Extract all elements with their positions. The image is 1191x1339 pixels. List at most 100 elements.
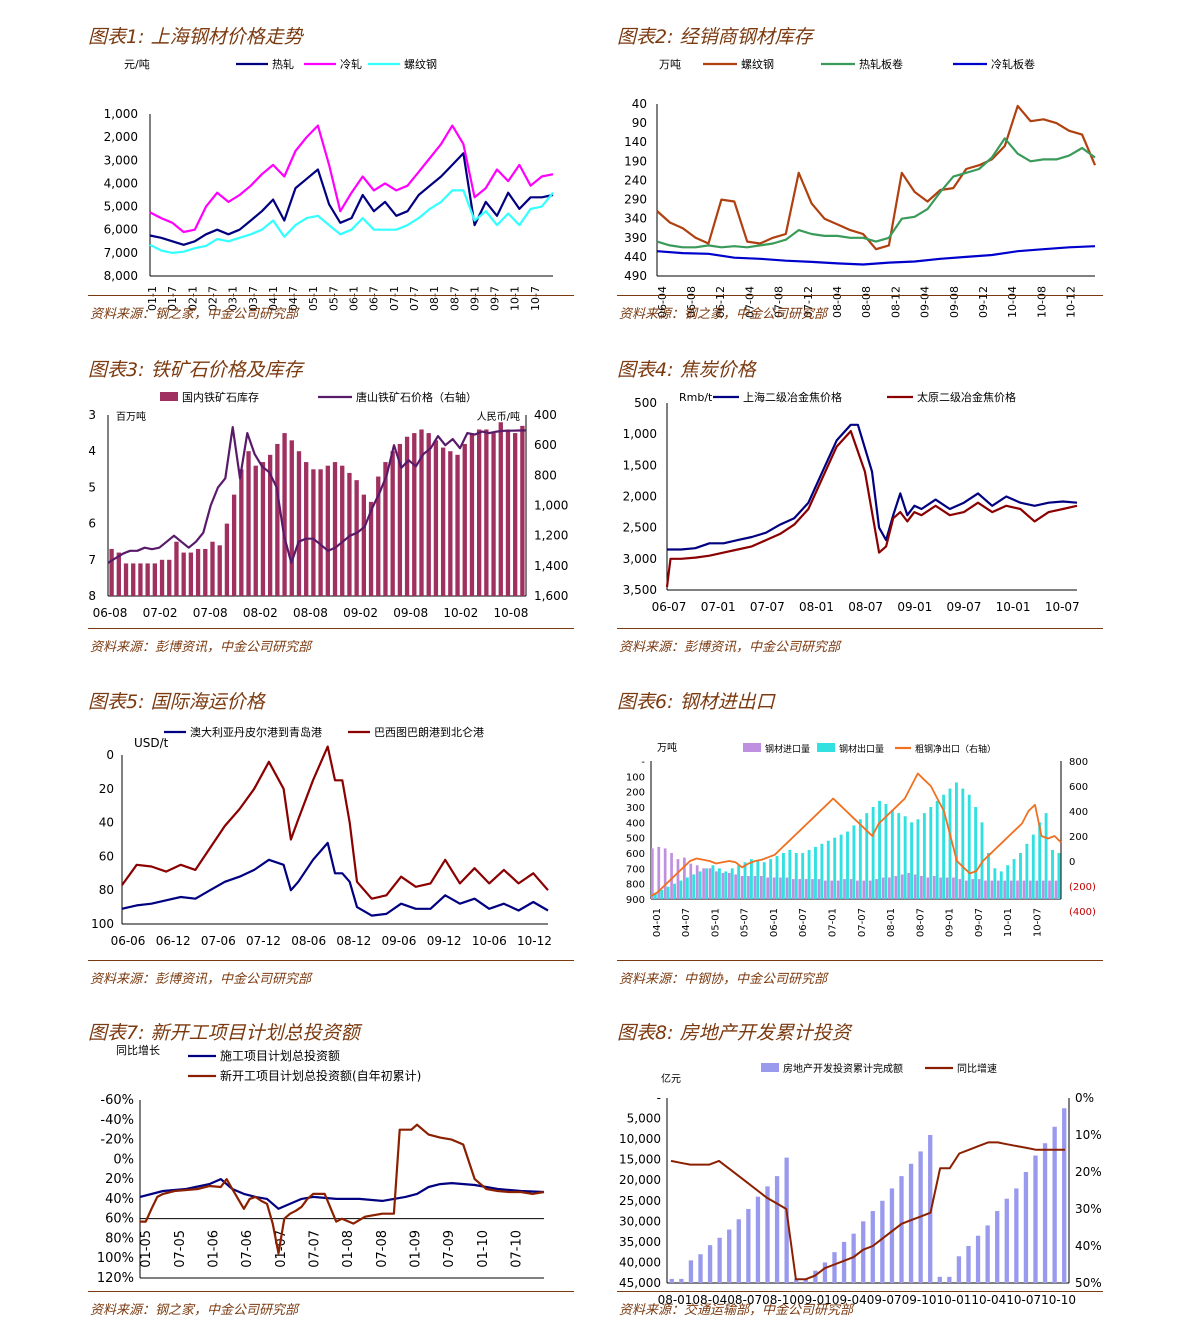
investment-bar (688, 1260, 694, 1283)
legend-label: 唐山铁矿石价格（右轴） (356, 390, 477, 404)
y-tick-label-right: 800 (534, 468, 557, 482)
export-bar (679, 880, 683, 899)
x-tick-label: 09-01 (897, 600, 932, 614)
export-bar (794, 853, 798, 899)
y-tick-label-left: 15,000 (619, 1153, 661, 1167)
series-line (667, 423, 1078, 551)
x-tick-label: 06-01 (769, 908, 780, 937)
y-axis-unit: USD/t (134, 736, 169, 750)
y-tick-label: 6,000 (104, 223, 138, 237)
import-bar (964, 880, 968, 899)
investment-bar (889, 1188, 895, 1283)
chart-source: 资料来源：彭博资讯，中金公司研究部 (619, 640, 841, 655)
x-tick-label: 08-01 (658, 1293, 693, 1307)
export-bar (1057, 853, 1061, 899)
panel-7: 图表7: 新开工项目计划总投资额 同比增长 施工项目计划总投资额 新开工项目计划总投… (88, 1018, 574, 1318)
export-bar (839, 834, 843, 899)
inventory-bar (397, 443, 403, 596)
import-bar (1022, 880, 1026, 899)
investment-bar (755, 1196, 761, 1283)
inventory-bar (145, 563, 150, 596)
panel-rule (88, 960, 574, 961)
x-tick-label: 01-08 (341, 1230, 356, 1268)
import-bar (1016, 880, 1019, 899)
import-bar (1041, 880, 1045, 899)
import-bar (836, 880, 840, 899)
chart-title: 图表2: 经销商钢材库存 (617, 26, 813, 48)
investment-bar (746, 1209, 751, 1283)
x-tick-label: 09-12 (977, 286, 990, 318)
export-bar (1031, 834, 1035, 899)
series-line (656, 104, 1097, 251)
x-tick-label: 09-08 (393, 606, 428, 620)
investment-bar (698, 1254, 703, 1283)
y-tick-label: 90 (632, 116, 647, 130)
export-bar (788, 849, 792, 899)
import-bar (900, 874, 904, 899)
import-bar (779, 877, 782, 899)
legend-swatch (160, 392, 178, 401)
export-bar (871, 807, 875, 899)
inventory-bar (433, 440, 439, 596)
y-tick-label: 490 (624, 269, 647, 283)
x-tick-label: 07-7 (408, 286, 421, 311)
import-bar (823, 880, 827, 899)
x-tick-label: 01-7 (166, 286, 179, 311)
investment-bar (794, 1278, 799, 1283)
import-bar (939, 877, 942, 899)
x-tick-label: 10-02 (443, 606, 478, 620)
y-tick-label-right: 800 (1069, 757, 1088, 768)
x-tick-label: 08-07 (848, 600, 883, 614)
panel-rule (617, 295, 1103, 296)
y-tick-label-left: 20,000 (619, 1173, 661, 1187)
import-bar (715, 871, 718, 899)
y-tick-label-right: 1,400 (534, 559, 568, 573)
investment-bar (975, 1235, 981, 1283)
investment-bar (880, 1200, 885, 1283)
inventory-bar (174, 541, 179, 596)
import-bar (740, 876, 744, 899)
inventory-bar (505, 429, 511, 596)
inventory-bar (376, 476, 381, 596)
investment-bar (1033, 1155, 1038, 1283)
export-bar (954, 782, 958, 899)
export-bar (999, 871, 1003, 899)
series-line (121, 745, 549, 900)
x-tick-label: 07-06 (240, 1230, 255, 1268)
export-bar (846, 831, 849, 899)
investment-bar (1023, 1172, 1029, 1283)
investment-bar (774, 1176, 780, 1283)
y-tick-label: 290 (624, 193, 647, 207)
y-tick-label-left: 4 (88, 444, 96, 458)
import-bar (971, 879, 975, 899)
y-tick-label-left: 200 (626, 788, 645, 799)
panel-rule (88, 1291, 574, 1292)
y-tick-label-right: 30% (1075, 1202, 1102, 1216)
series-line (656, 245, 1096, 266)
y-tick-label-left: - (641, 757, 645, 768)
x-tick-label: 04-01 (652, 908, 663, 937)
export-bar (878, 800, 881, 899)
x-tick-label: 10-07 (1045, 600, 1080, 614)
export-bar (1038, 822, 1042, 899)
x-tick-label: 09-06 (382, 934, 417, 948)
import-bar (926, 877, 930, 899)
inventory-bar (520, 425, 525, 596)
x-tick-label: 09-04 (919, 286, 932, 318)
investment-bar (899, 1176, 904, 1283)
y-tick-label-right: 50% (1075, 1276, 1102, 1290)
legend-label: 太原二级冶金焦价格 (917, 390, 1016, 404)
chart-source: 资料来源：彭博资讯，中金公司研究部 (90, 972, 312, 987)
export-bar (833, 837, 837, 899)
x-tick-label: 06-08 (93, 606, 128, 620)
y-tick-label-right: 1,200 (534, 529, 568, 543)
import-bar (702, 868, 705, 899)
legend-label: 冷轧 (340, 57, 362, 71)
export-bar (756, 860, 760, 899)
panel-4: 图表4: 焦炭价格 Rmb/t 上海二级冶金焦价格 太原二级冶金焦价格 500 1,00… (617, 355, 1103, 655)
inventory-bar (440, 447, 446, 596)
investment-bar (832, 1252, 837, 1283)
y-axis-unit: 元/吨 (124, 58, 150, 71)
inventory-bar (404, 436, 410, 596)
legend-label: 国内铁矿石库存 (182, 390, 259, 404)
